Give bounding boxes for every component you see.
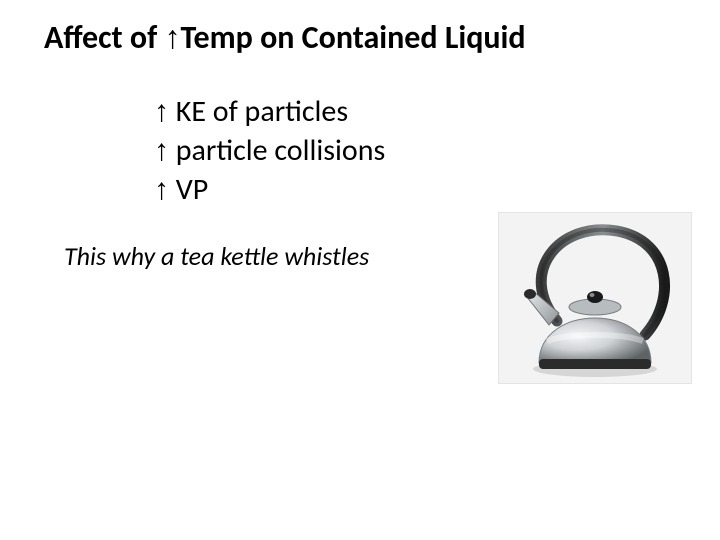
bullet-text: KE of particles bbox=[169, 93, 348, 130]
title-prefix: Affect of bbox=[44, 18, 164, 57]
list-item: ↑ VP bbox=[154, 170, 385, 209]
bullet-list: ↑ KE of particles ↑ particle collisions … bbox=[154, 92, 385, 209]
up-arrow-icon: ↑ bbox=[154, 173, 169, 206]
list-item: ↑ particle collisions bbox=[154, 131, 385, 170]
caption-text: This why a tea kettle whistles bbox=[64, 240, 369, 272]
kettle-image bbox=[498, 212, 692, 384]
bullet-text: particle collisions bbox=[169, 132, 385, 169]
kettle-icon bbox=[499, 213, 691, 383]
title-suffix: Temp on Contained Liquid bbox=[180, 18, 525, 57]
list-item: ↑ KE of particles bbox=[154, 92, 385, 131]
slide: Affect of ↑Temp on Contained Liquid ↑ KE… bbox=[0, 0, 720, 540]
up-arrow-icon: ↑ bbox=[154, 95, 169, 128]
up-arrow-icon: ↑ bbox=[154, 134, 169, 167]
bullet-text: VP bbox=[169, 171, 208, 208]
up-arrow-icon: ↑ bbox=[164, 19, 180, 55]
page-title: Affect of ↑Temp on Contained Liquid bbox=[44, 18, 526, 57]
